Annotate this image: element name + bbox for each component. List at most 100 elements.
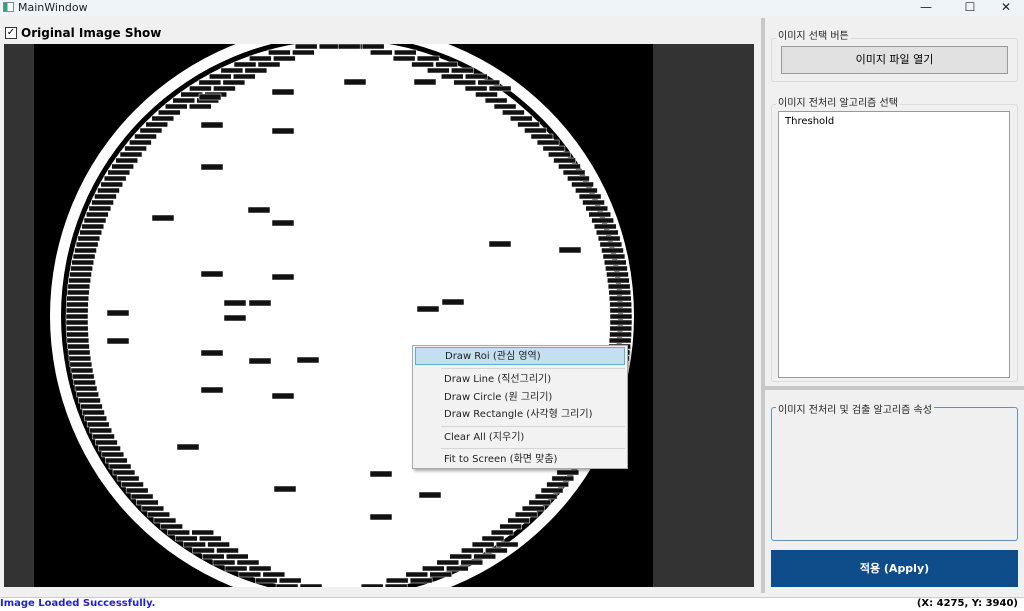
- die-mark: [488, 85, 512, 92]
- die-mark: [271, 273, 295, 281]
- die-mark: [609, 319, 633, 326]
- close-button[interactable]: ✕: [1000, 0, 1012, 14]
- image-select-group-label: 이미지 선택 버튼: [776, 27, 851, 42]
- die-mark: [192, 547, 215, 554]
- die-mark: [517, 121, 540, 128]
- die-mark: [416, 305, 440, 313]
- die-mark: [172, 97, 195, 104]
- die-mark: [591, 217, 614, 224]
- die-mark: [257, 61, 281, 68]
- die-mark: [75, 241, 99, 248]
- die-mark: [575, 187, 598, 194]
- die-mark: [67, 349, 91, 356]
- die-mark: [121, 481, 144, 488]
- die-mark: [609, 295, 632, 302]
- app-icon: [3, 2, 14, 12]
- die-mark: [299, 583, 323, 587]
- die-mark: [66, 337, 90, 344]
- menu-item-fit-to-screen[interactable]: Fit to Screen (화면 맞춤): [444, 454, 558, 465]
- die-mark: [509, 115, 533, 122]
- die-mark: [106, 309, 130, 317]
- die-mark: [216, 547, 239, 554]
- die-mark: [244, 67, 268, 74]
- die-mark: [165, 103, 188, 110]
- die-mark: [89, 427, 112, 434]
- die-mark: [528, 499, 552, 506]
- die-mark: [151, 214, 175, 222]
- horizontal-splitter[interactable]: [765, 386, 1024, 390]
- die-mark: [461, 547, 484, 554]
- die-mark: [273, 485, 297, 493]
- die-mark: [71, 259, 94, 266]
- menu-item-draw-rectangle[interactable]: Draw Rectangle (사각형 그리기): [444, 409, 593, 420]
- die-mark: [151, 115, 175, 122]
- die-mark: [207, 541, 230, 548]
- die-mark: [413, 78, 437, 86]
- die-mark: [296, 356, 320, 364]
- die-mark: [553, 157, 576, 164]
- die-mark: [262, 571, 286, 578]
- die-mark: [112, 469, 136, 476]
- die-mark: [67, 343, 90, 350]
- die-mark: [608, 289, 632, 296]
- cursor-coordinates: (X: 4275, Y: 3940): [916, 598, 1018, 609]
- vertical-splitter[interactable]: [761, 18, 765, 593]
- title-bar: [0, 0, 1024, 16]
- die-mark: [103, 175, 127, 182]
- image-select-group: [771, 38, 1018, 82]
- die-mark: [562, 169, 586, 176]
- die-mark: [588, 211, 612, 218]
- die-mark: [441, 73, 464, 80]
- die-mark: [65, 313, 89, 320]
- die-mark: [176, 443, 200, 451]
- die-mark: [130, 493, 154, 500]
- menu-item-draw-circle[interactable]: Draw Circle (원 그리기): [444, 392, 553, 403]
- algorithm-list-item[interactable]: Threshold: [785, 116, 835, 127]
- die-mark: [609, 331, 632, 338]
- menu-item-clear-all[interactable]: Clear All (지우기): [444, 432, 525, 443]
- die-mark: [238, 571, 262, 578]
- die-mark: [254, 577, 278, 584]
- image-viewer[interactable]: [4, 44, 754, 587]
- original-image-show-checkbox[interactable]: ✓: [5, 27, 17, 39]
- wafer-image: [34, 44, 653, 587]
- menu-item-draw-line[interactable]: Draw Line (직선그리기): [444, 374, 552, 385]
- algorithm-list[interactable]: Threshold: [778, 111, 1010, 378]
- die-mark: [465, 73, 488, 80]
- die-mark: [405, 571, 429, 578]
- die-mark: [201, 553, 225, 560]
- die-mark: [249, 55, 272, 62]
- die-mark: [542, 145, 566, 152]
- maximize-button[interactable]: ☐: [964, 0, 976, 14]
- die-mark: [97, 187, 120, 194]
- die-mark: [200, 349, 224, 357]
- die-mark: [183, 541, 206, 548]
- die-mark: [167, 529, 190, 536]
- die-mark: [225, 553, 249, 560]
- apply-button[interactable]: 적용 (Apply): [771, 550, 1018, 587]
- properties-group: [771, 407, 1018, 541]
- die-mark: [158, 109, 181, 116]
- die-mark: [105, 457, 128, 464]
- die-mark: [200, 270, 224, 278]
- die-mark: [94, 193, 117, 200]
- die-mark: [488, 240, 512, 248]
- die-mark: [471, 541, 495, 548]
- die-mark: [108, 463, 132, 470]
- die-mark: [101, 451, 125, 458]
- menu-item-draw-roi[interactable]: Draw Roi (관심 영역): [415, 347, 625, 365]
- minimize-button[interactable]: —: [920, 0, 932, 14]
- die-mark: [606, 271, 629, 278]
- die-mark: [271, 88, 295, 96]
- die-mark: [106, 337, 130, 345]
- die-mark: [198, 79, 222, 86]
- die-mark: [571, 181, 594, 188]
- die-mark: [86, 211, 109, 218]
- die-mark: [76, 391, 99, 398]
- die-mark: [189, 85, 212, 92]
- die-mark: [605, 265, 628, 272]
- die-mark: [147, 511, 170, 518]
- open-image-file-button[interactable]: 이미지 파일 열기: [781, 46, 1008, 74]
- die-mark: [593, 223, 617, 230]
- die-mark: [411, 61, 434, 68]
